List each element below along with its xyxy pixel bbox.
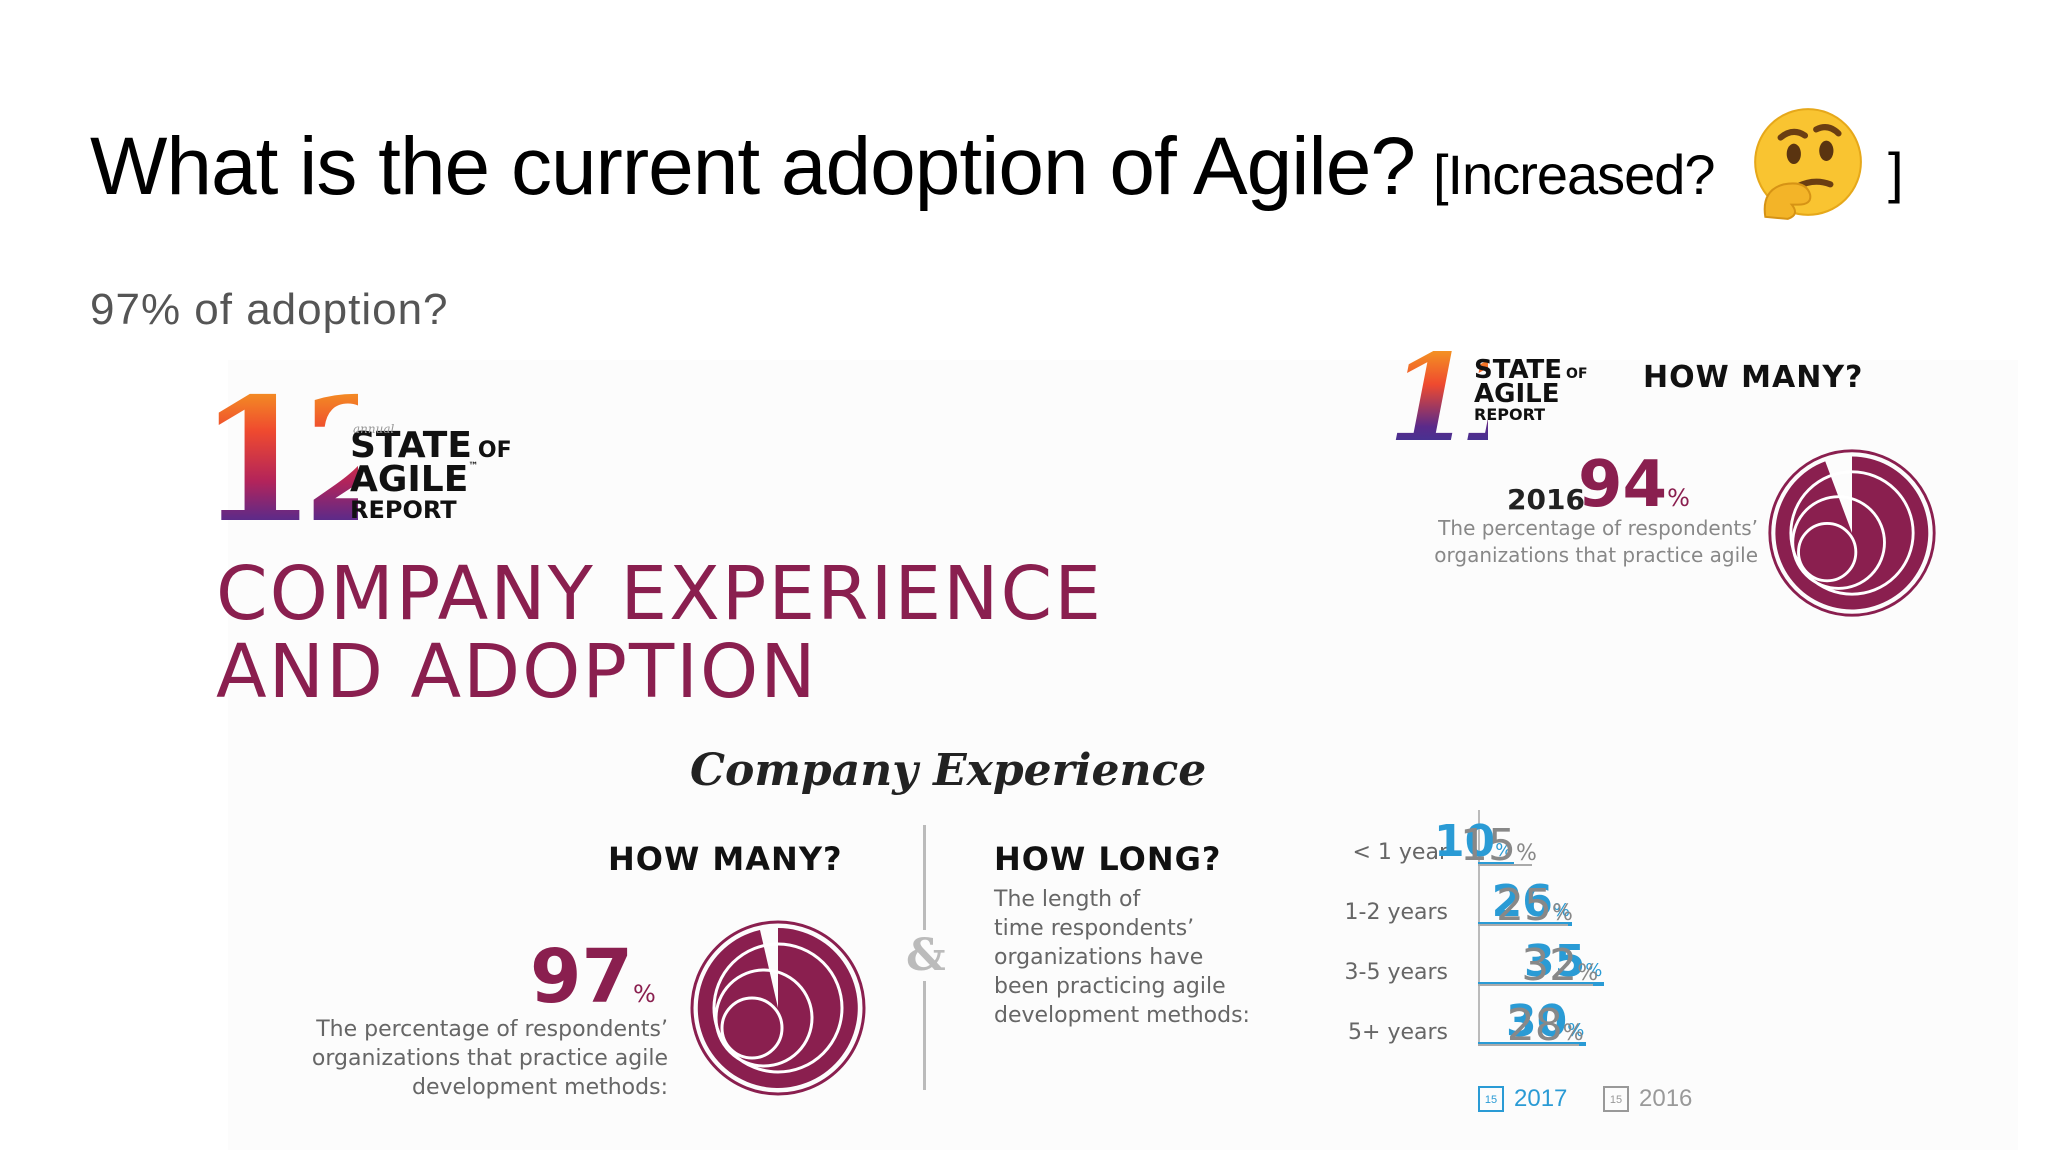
report12-logo-number: 12 bbox=[198, 380, 358, 530]
value-2017: 26% bbox=[1491, 876, 1570, 927]
value-2016: 32% bbox=[1521, 940, 1599, 991]
slide-title-suffix: [Increased? bbox=[1432, 143, 1716, 206]
subtitle: 97% of adoption? bbox=[90, 285, 449, 334]
report12-section-title: Company Experience bbox=[690, 745, 1207, 796]
value-2017: 30% bbox=[1506, 996, 1585, 1047]
adoption-94-pie-icon bbox=[1768, 449, 1936, 617]
report11-description: The percentage of respondents’ organizat… bbox=[1434, 516, 1758, 567]
report11-logo-report: REPORT bbox=[1474, 405, 1546, 424]
report11-logo-state: STATE OF bbox=[1474, 355, 1588, 385]
report11-value: 94% bbox=[1578, 448, 1690, 522]
calendar-icon: 15 bbox=[1478, 1086, 1504, 1112]
report12-logo-agile: AGILE™ bbox=[350, 459, 479, 500]
report12-logo-annual: annual bbox=[353, 422, 395, 436]
how-many-value: 97% bbox=[530, 934, 656, 1020]
duration-category-label: < 1 year bbox=[1352, 840, 1449, 865]
report12-headline-line2: AND ADOPTION bbox=[216, 629, 818, 715]
duration-category-label: 3-5 years bbox=[1344, 960, 1448, 985]
report12-logo-report: REPORT bbox=[350, 496, 457, 524]
svg-text:12: 12 bbox=[198, 380, 358, 530]
thinking-face-icon bbox=[1754, 108, 1862, 220]
chart-axis bbox=[1478, 810, 1480, 1045]
duration-category-label: 5+ years bbox=[1348, 1020, 1448, 1045]
report12-headline: COMPANY EXPERIENCE AND ADOPTION bbox=[216, 555, 1103, 711]
bar-2016 bbox=[1478, 924, 1568, 926]
report12-logo-state: STATE OF bbox=[350, 425, 512, 466]
ampersand: & bbox=[906, 930, 946, 981]
legend-2016: 15 2016 bbox=[1603, 1085, 1692, 1113]
calendar-icon: 15 bbox=[1603, 1086, 1629, 1112]
report11-heading: HOW MANY? bbox=[1643, 360, 1864, 395]
how-many-description: The percentage of respondents’ organizat… bbox=[311, 1017, 668, 1100]
svg-text:11: 11 bbox=[1388, 335, 1488, 455]
value-2017: 35% bbox=[1524, 936, 1603, 987]
how-long-description: The length of time respondents’ organiza… bbox=[994, 887, 1250, 1028]
report11-logo-number: 11 bbox=[1388, 335, 1488, 455]
report11-logo-agile: AGILE bbox=[1474, 379, 1560, 409]
bar-2016 bbox=[1478, 1044, 1579, 1046]
duration-category-label: 1-2 years bbox=[1344, 900, 1448, 925]
legend-2017: 15 2017 bbox=[1478, 1085, 1567, 1113]
value-2016: 25% bbox=[1496, 880, 1573, 931]
bar-2016 bbox=[1478, 984, 1594, 986]
report11-year: 2016 bbox=[1507, 483, 1585, 516]
bracket-close: ] bbox=[1888, 141, 1904, 204]
how-long-heading: HOW LONG? bbox=[994, 840, 1222, 878]
slide-title: What is the current adoption of Agile? [I… bbox=[90, 120, 1716, 214]
value-2016: 28% bbox=[1506, 1000, 1584, 1051]
value-2016: 15% bbox=[1460, 820, 1537, 871]
how-many-heading: HOW MANY? bbox=[608, 840, 843, 878]
duration-chart: < 1 year 10% 15% 1-2 years 26% 25% 3-5 years 35… bbox=[1248, 810, 1748, 1150]
adoption-97-pie-icon bbox=[690, 920, 866, 1096]
report12-headline-line1: COMPANY EXPERIENCE bbox=[216, 551, 1103, 637]
bar-2016 bbox=[1478, 864, 1532, 866]
value-2017: 10% bbox=[1434, 816, 1513, 867]
slide-title-main: What is the current adoption of Agile? bbox=[90, 121, 1416, 212]
